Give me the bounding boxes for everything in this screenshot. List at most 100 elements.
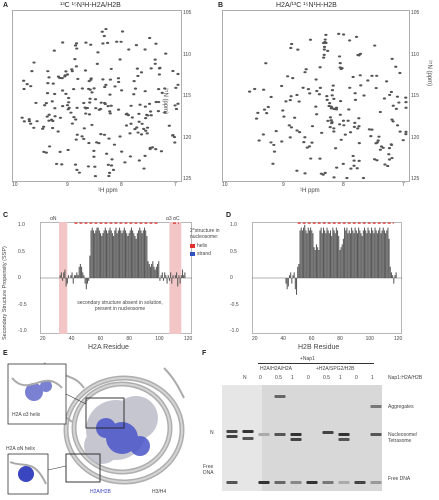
nmr-peak [142, 167, 146, 170]
ssp-bar [331, 236, 333, 278]
nmr-peak [92, 155, 96, 158]
ssp-bar [355, 230, 357, 278]
nmr-peak [138, 103, 142, 106]
gel-band [370, 405, 382, 408]
nmr-peak [74, 42, 79, 45]
nmr-peak [137, 159, 141, 162]
nmr-peak [108, 110, 112, 113]
ssp-bar [387, 227, 389, 278]
nmr-peak [398, 130, 402, 133]
gel-band [242, 430, 254, 433]
nmr-peak [83, 69, 88, 72]
nmr-peak [386, 164, 390, 168]
d-xtick-5: 120 [394, 336, 403, 342]
inset-label-a3: H2A α3 helix [12, 412, 41, 418]
nmr-peak [154, 148, 158, 151]
nmr-peak [110, 158, 114, 161]
nmr-peak [84, 112, 88, 115]
ssp-bar [288, 275, 291, 278]
nmr-peak [338, 61, 342, 65]
ssp-bar [114, 230, 116, 278]
nmr-peak [321, 41, 326, 45]
nmr-peak [330, 121, 334, 124]
nmr-peak [328, 126, 332, 129]
gel-left-free-dna: Free DNA [203, 464, 214, 476]
nmr-peak [352, 164, 356, 167]
c-ytick-2: 0 [18, 275, 21, 281]
nmr-peak [74, 138, 78, 141]
nmr-peak [257, 139, 261, 142]
nmr-peak [41, 127, 45, 130]
ssp-bar [82, 272, 84, 278]
nmr-peak [106, 41, 110, 44]
nmr-peak [77, 171, 82, 174]
nmr-peak [372, 158, 377, 161]
nmr-peak [42, 150, 46, 153]
nmr-peak [378, 110, 382, 114]
d-xtick-2: 60 [308, 336, 315, 342]
ssp-bar [311, 230, 313, 278]
nmr-peak [159, 150, 164, 153]
nmr-peak [120, 89, 124, 92]
d-xtick-3: 80 [337, 336, 343, 342]
ssp-bar [352, 230, 354, 278]
ssp-bar [148, 264, 150, 278]
ssp-bar [65, 278, 67, 287]
nmr-peak [280, 84, 284, 88]
ssp-bar [105, 230, 108, 278]
ssp-bar [117, 230, 119, 278]
nmr-peak [293, 116, 297, 119]
lane-label-8: 1 [371, 375, 374, 381]
nmr-peak [324, 33, 328, 37]
gel-header-nap1: +Nap1 [300, 356, 315, 362]
nmr-peak [297, 100, 301, 103]
nmr-peak [356, 127, 360, 130]
nmr-peak [87, 141, 91, 145]
nmr-peak [104, 27, 108, 31]
d-ytick-2: 0 [230, 275, 233, 281]
nmr-peak [325, 98, 329, 101]
ssp-bar [362, 230, 364, 278]
nmr-peak [82, 137, 86, 141]
nmr-peak [390, 57, 394, 60]
nmr-peak [92, 149, 96, 153]
ssp-bar [138, 230, 140, 278]
nmr-peak [318, 66, 322, 69]
ssp-bar [176, 272, 178, 278]
nmr-peak [335, 166, 339, 169]
nmr-peak [22, 79, 26, 82]
nmr-peak [167, 124, 171, 127]
nmr-peak [369, 135, 373, 138]
nmr-peak [157, 73, 161, 76]
ssp-bar [89, 255, 91, 278]
nmr-peak [109, 67, 113, 71]
ssp-bar [177, 278, 179, 287]
nmr-peak [60, 77, 64, 80]
panel-label-a: A [3, 2, 9, 9]
ssp-bar [157, 264, 159, 278]
nmr-peak [72, 88, 76, 91]
ssp-bar [291, 278, 293, 284]
c-xtick-0: 20 [40, 336, 46, 342]
nmr-peak [143, 154, 147, 157]
ssp-bar [365, 230, 367, 278]
nmr-peak [111, 168, 116, 171]
nmr-peak [308, 92, 312, 95]
nmr-peak [326, 49, 330, 52]
gel-panel-right [262, 385, 382, 491]
gel-band [338, 433, 350, 436]
nmr-peak [323, 171, 327, 174]
nmr-peak [374, 86, 378, 90]
nmr-peak [346, 119, 350, 122]
ssp-bar [346, 227, 348, 278]
nmr-peak [156, 109, 161, 113]
nmr-peak [74, 118, 78, 121]
ssp-bar [351, 227, 353, 278]
ssp-bar [389, 266, 391, 278]
nmr-peak [308, 38, 313, 41]
nmr-peak [53, 92, 57, 96]
nmr-peak [29, 122, 33, 125]
c-ytick-1: 0.5 [18, 248, 25, 255]
panel-c-ylabel: Secondary Structure Propensity (SSP) [2, 246, 8, 340]
nmr-peak [102, 133, 107, 136]
